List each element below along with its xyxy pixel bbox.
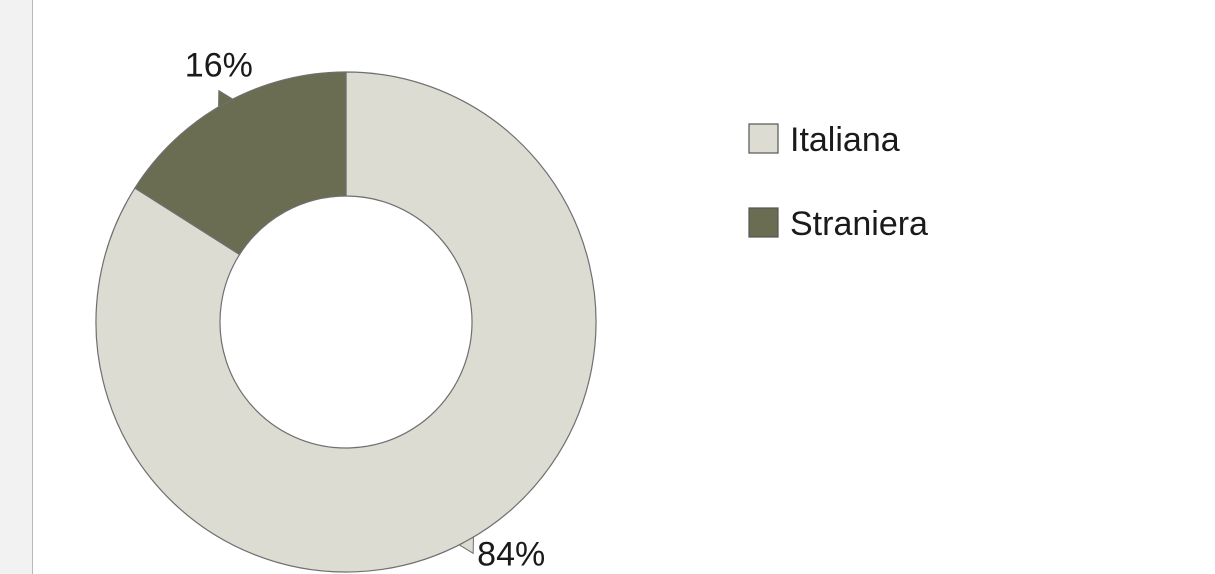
data-label-straniera: 16%	[185, 47, 253, 85]
label-pointer-italiana	[458, 536, 474, 555]
slice-italiana	[95, 71, 597, 573]
legend-swatch-italiana	[748, 123, 779, 154]
chart-data-labels: 84% 16%	[185, 47, 545, 574]
chart-slices	[95, 71, 597, 573]
legend-label-italiana: Italiana	[790, 121, 900, 159]
label-pointer-straniera	[218, 89, 234, 108]
left-panel-border	[0, 0, 33, 574]
chart-legend: Italiana Straniera	[748, 121, 928, 243]
legend-swatch-straniera	[748, 207, 779, 238]
slice-straniera	[134, 71, 347, 256]
data-label-italiana: 84%	[477, 535, 545, 573]
legend-label-straniera: Straniera	[790, 205, 928, 243]
